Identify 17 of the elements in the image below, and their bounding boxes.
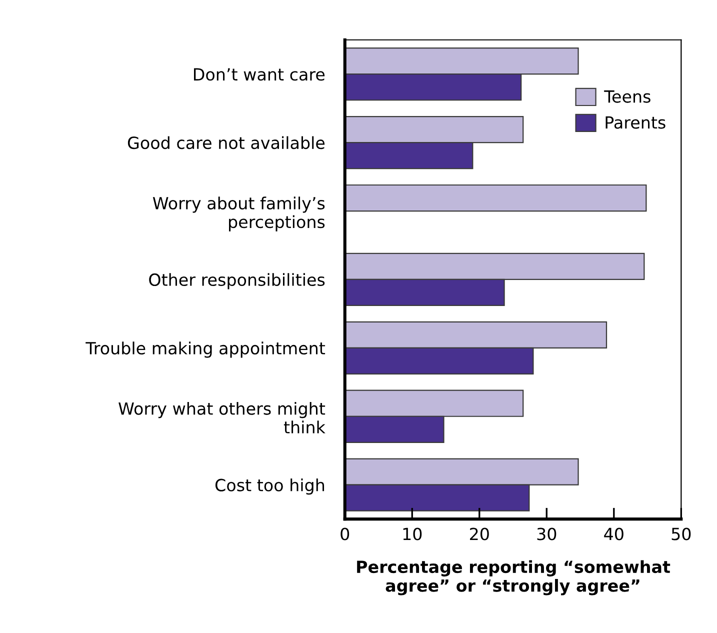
bar: [344, 184, 647, 212]
x-tick-label: 50: [672, 528, 691, 540]
y-tick-label: Cost too high: [215, 478, 324, 495]
x-tick-label: 30: [537, 528, 556, 540]
y-tick-label: Trouble making appointment: [86, 342, 326, 358]
x-tick-label: 40: [604, 528, 624, 540]
x-tick-label: 10: [403, 528, 422, 540]
y-tick-label: Good care not available: [128, 136, 325, 150]
x-tick-label: 20: [470, 528, 489, 540]
x-axis-title: Percentage reporting “somewhat agree” or “strongly agree”: [357, 560, 670, 596]
legend-label: Teens: [604, 90, 650, 103]
y-tick-label: Don’t want care: [194, 68, 325, 81]
y-tick-label: Worry about family’s perceptions: [152, 196, 325, 232]
y-tick-label: Other responsibilities: [149, 273, 325, 290]
legend-label: Parents: [606, 116, 666, 129]
x-tick-label: 0: [340, 528, 350, 540]
y-tick-label: Worry what others might think: [118, 402, 326, 434]
